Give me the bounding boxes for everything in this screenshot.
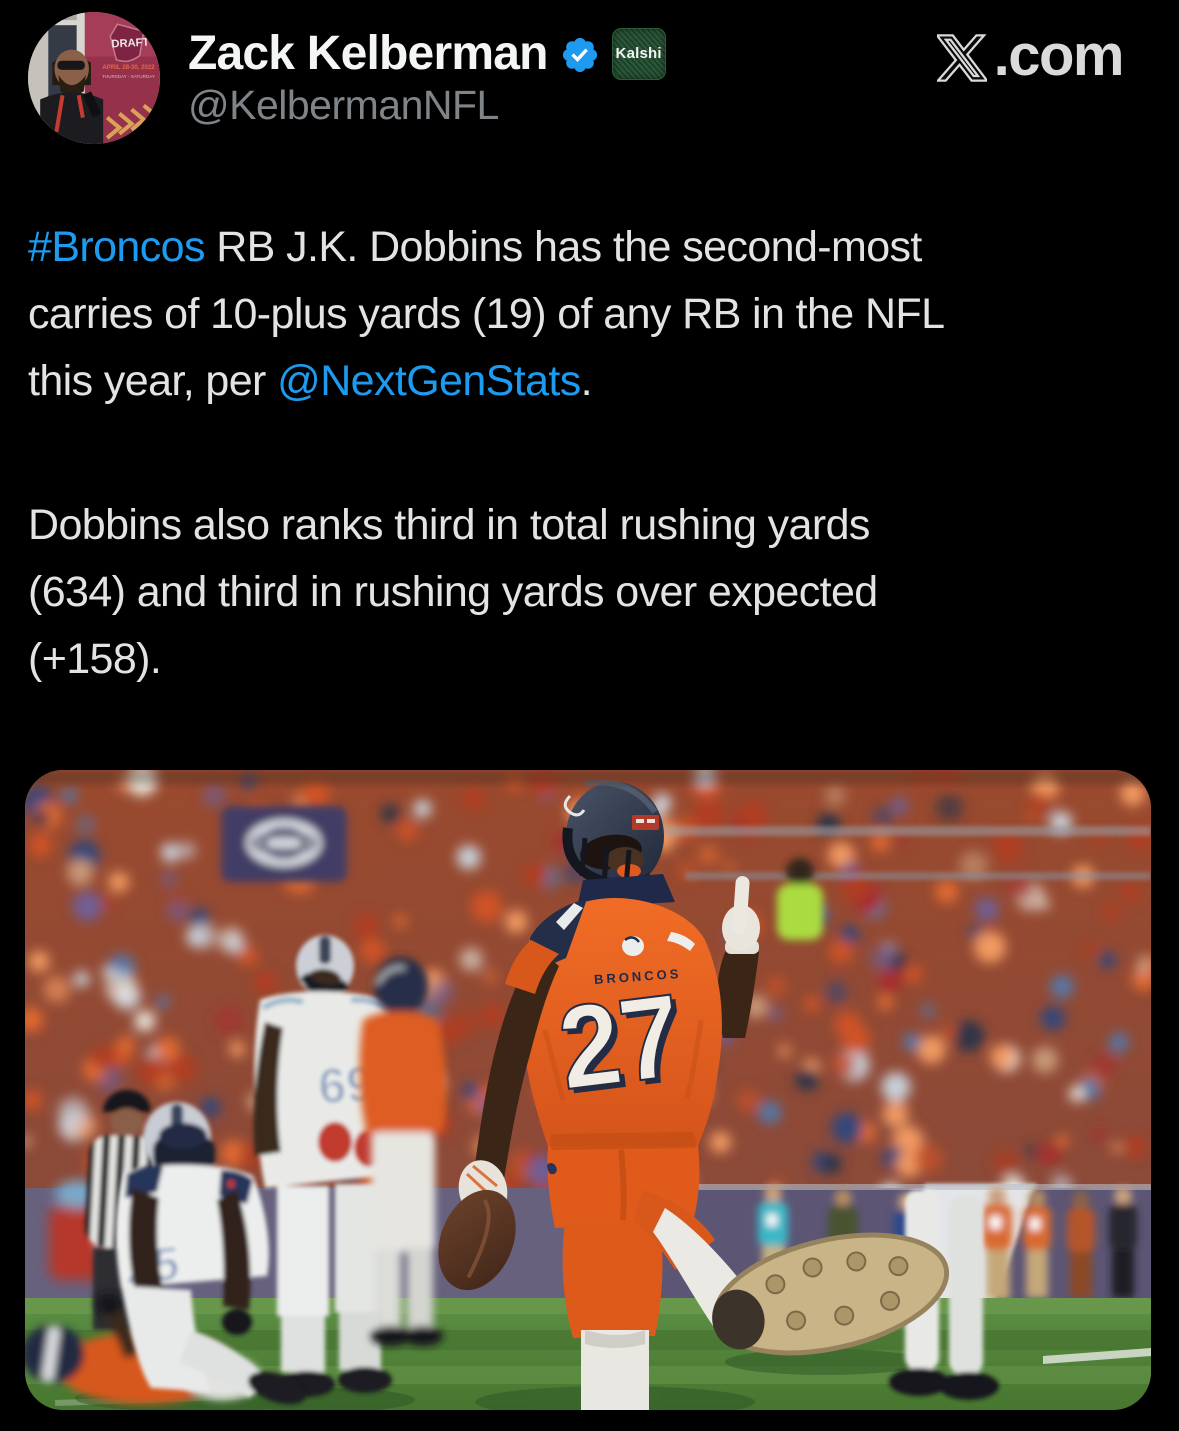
- main-player-27: BRONCOS 27 27: [438, 779, 950, 1410]
- helmet-front-decal: [632, 815, 659, 830]
- draft-shield: [109, 23, 145, 63]
- author-handle[interactable]: @KelbermanNFL: [188, 82, 499, 128]
- site-watermark-suffix: .com: [993, 23, 1125, 88]
- avatar-banner-date: APRIL 28-30, 2022: [102, 64, 155, 71]
- gold-cleat: [712, 1232, 950, 1356]
- avatar-banner-days: THURSDAY - SATURDAY: [102, 74, 155, 79]
- verified-badge-icon[interactable]: [560, 35, 600, 75]
- jersey-number-27: 27 27: [551, 968, 693, 1120]
- tweet-media-photo[interactable]: 69: [25, 770, 1151, 1410]
- yard-line: [1043, 1348, 1151, 1364]
- photo-top-shade: [25, 770, 1151, 784]
- author-display-name[interactable]: Zack Kelberman: [188, 27, 548, 80]
- x-logo-icon: [936, 33, 987, 82]
- author-row: Zack Kelberman Kalshi: [188, 26, 666, 81]
- main-player-legs: [547, 1132, 950, 1410]
- avatar-banner-title: DRAFT: [111, 37, 150, 51]
- jersey-wordmark: BRONCOS: [594, 966, 682, 987]
- tweet-text-segment: .: [580, 357, 593, 405]
- main-player-helmet: [562, 779, 664, 890]
- pointing-finger: [732, 876, 750, 934]
- avatar-person: [40, 49, 104, 144]
- railing-bands: [665, 826, 1151, 880]
- ball-arm: [438, 940, 559, 1291]
- broncos-teammate: [359, 957, 447, 1346]
- swoosh-logo: [667, 932, 695, 951]
- titans-player-25: 25: [116, 1102, 306, 1405]
- helmet-logo: [563, 794, 586, 817]
- tweet-paragraph: Dobbins also ranks third in total rushin…: [28, 492, 1156, 693]
- main-player-jersey: BRONCOS 27 27: [522, 898, 722, 1146]
- tweet-text-segment: RB J.K. Dobbins has the second-most carr…: [28, 223, 945, 405]
- svg-text:27: 27: [557, 974, 693, 1120]
- affiliate-badge-kalshi[interactable]: Kalshi: [611, 27, 666, 80]
- football: [438, 1189, 516, 1291]
- stadium-sign: [221, 806, 347, 882]
- avatar-image: DRAFT APRIL 28-30, 2022 THURSDAY - SATUR…: [28, 12, 160, 144]
- svg-text:27: 27: [552, 969, 688, 1115]
- affiliate-badge-label: Kalshi: [615, 45, 662, 62]
- tweet-body: #Broncos RB J.K. Dobbins has the second-…: [28, 214, 1156, 770]
- tweet-link[interactable]: @NextGenStats: [277, 357, 581, 405]
- pointing-arm: [717, 876, 760, 1038]
- stadium-photo-scene: 69: [25, 770, 1151, 1410]
- site-watermark: .com: [936, 22, 1125, 89]
- tweet-link[interactable]: #Broncos: [28, 223, 205, 271]
- tweet-text-segment: Dobbins also ranks third in total rushin…: [28, 501, 878, 683]
- profile-avatar[interactable]: DRAFT APRIL 28-30, 2022 THURSDAY - SATUR…: [28, 12, 160, 144]
- security-vest-person: [777, 858, 823, 940]
- tweet-paragraph: #Broncos RB J.K. Dobbins has the second-…: [28, 214, 1156, 415]
